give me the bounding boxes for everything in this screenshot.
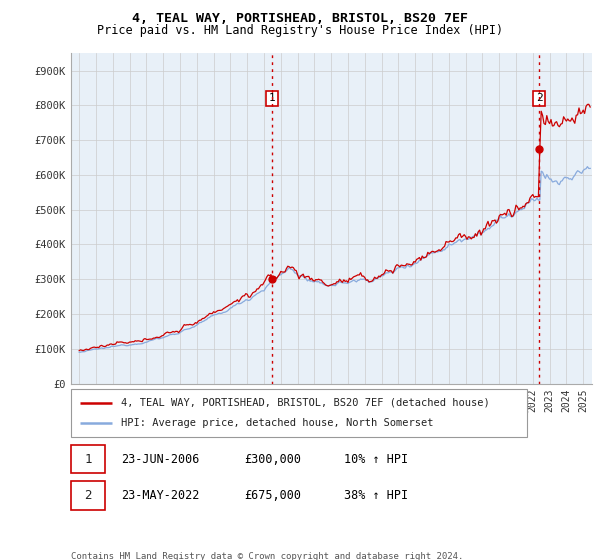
- Text: 2: 2: [84, 489, 92, 502]
- Text: £675,000: £675,000: [244, 489, 301, 502]
- Text: 23-JUN-2006: 23-JUN-2006: [121, 452, 199, 466]
- Text: 4, TEAL WAY, PORTISHEAD, BRISTOL, BS20 7EF (detached house): 4, TEAL WAY, PORTISHEAD, BRISTOL, BS20 7…: [121, 398, 490, 408]
- FancyBboxPatch shape: [71, 445, 105, 473]
- Text: Price paid vs. HM Land Registry's House Price Index (HPI): Price paid vs. HM Land Registry's House …: [97, 24, 503, 37]
- Text: 10% ↑ HPI: 10% ↑ HPI: [344, 452, 409, 466]
- Text: 4, TEAL WAY, PORTISHEAD, BRISTOL, BS20 7EF: 4, TEAL WAY, PORTISHEAD, BRISTOL, BS20 7…: [132, 12, 468, 25]
- Text: £300,000: £300,000: [244, 452, 301, 466]
- Text: 1: 1: [84, 452, 92, 466]
- Text: 23-MAY-2022: 23-MAY-2022: [121, 489, 199, 502]
- FancyBboxPatch shape: [71, 482, 105, 510]
- Text: 2: 2: [536, 94, 542, 104]
- Text: 1: 1: [269, 94, 275, 104]
- Text: 38% ↑ HPI: 38% ↑ HPI: [344, 489, 409, 502]
- Text: HPI: Average price, detached house, North Somerset: HPI: Average price, detached house, Nort…: [121, 418, 433, 428]
- Text: Contains HM Land Registry data © Crown copyright and database right 2024.
This d: Contains HM Land Registry data © Crown c…: [71, 552, 463, 560]
